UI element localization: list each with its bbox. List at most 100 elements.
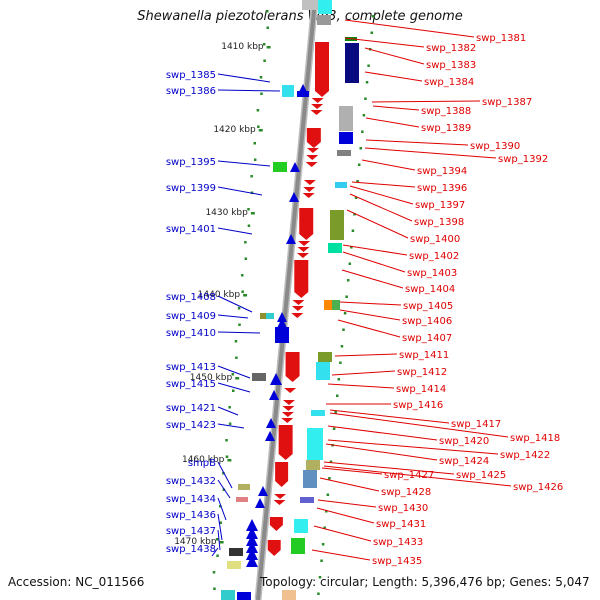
reverse-gene-leader <box>317 499 377 508</box>
reverse-gene-label: swp_1394 <box>417 166 467 177</box>
tick-mark <box>320 559 323 562</box>
forward-gene-chevron <box>265 431 275 441</box>
tick-mark <box>337 378 341 381</box>
forward-gene-leader <box>217 479 231 499</box>
forward-gene-leader <box>217 423 245 429</box>
tick-mark <box>260 92 263 95</box>
tick-mark <box>266 10 269 13</box>
reverse-gene-leader <box>339 309 401 321</box>
reverse-gene-label: swp_1387 <box>482 97 532 108</box>
reverse-gene-chevron <box>296 253 309 258</box>
forward-gene-leader <box>217 186 263 196</box>
reverse-gene-leader <box>319 477 380 492</box>
gene-feature-box <box>227 561 241 569</box>
reverse-gene-label: swp_1403 <box>407 268 457 279</box>
forward-gene-chevron <box>246 555 258 567</box>
reverse-gene-leader <box>313 525 372 542</box>
gene-feature-box <box>229 548 243 556</box>
reverse-gene-label: swp_1425 <box>456 470 506 481</box>
tick-mark <box>257 125 260 128</box>
forward-gene-chevron <box>289 192 299 202</box>
forward-gene-label: swp_1408 <box>166 292 216 303</box>
reverse-gene-chevron <box>311 104 324 109</box>
forward-gene-label: swp_1399 <box>166 183 216 194</box>
reverse-gene-leader <box>365 117 420 128</box>
gene-feature-box <box>291 538 305 554</box>
forward-gene-chevron <box>270 373 282 385</box>
reverse-gene-label: swp_1390 <box>470 141 520 152</box>
reverse-gene-label: swp_1418 <box>510 433 560 444</box>
tick-mark <box>343 312 347 315</box>
tick-mark <box>351 229 355 232</box>
reverse-gene-arrow <box>275 462 289 487</box>
gene-feature-box <box>318 352 332 362</box>
scale-label: 1470 kbp <box>174 537 217 547</box>
reverse-gene-leader <box>329 412 509 438</box>
reverse-gene-chevron <box>274 494 287 499</box>
forward-gene-chevron <box>258 486 268 496</box>
backbone-line <box>256 0 317 600</box>
reverse-gene-chevron <box>284 388 297 393</box>
scale-label: 1420 kbp <box>213 125 256 135</box>
gene-feature-box <box>300 497 314 503</box>
reverse-gene-leader <box>311 549 371 561</box>
forward-gene-leader <box>217 160 271 167</box>
reverse-gene-leader <box>344 19 475 38</box>
forward-gene-chevron <box>246 548 258 560</box>
tick-mark <box>225 439 228 442</box>
tick-mark <box>357 163 361 166</box>
tick-mark <box>234 340 238 343</box>
forward-gene-leader <box>217 295 253 313</box>
tick-mark <box>237 307 241 310</box>
forward-gene-leader <box>217 314 249 319</box>
forward-gene-chevron <box>269 390 279 400</box>
reverse-gene-chevron <box>303 187 316 192</box>
gene-feature-box <box>318 0 332 14</box>
gene-feature-box <box>297 91 309 97</box>
reverse-gene-label: swp_1407 <box>402 333 452 344</box>
forward-gene-chevron <box>266 418 276 428</box>
tick-mark <box>225 455 229 458</box>
tick-mark <box>256 109 260 112</box>
reverse-gene-label: swp_1398 <box>414 217 464 228</box>
reverse-gene-leader <box>364 71 423 82</box>
reverse-gene-leader <box>365 139 469 146</box>
tick-mark <box>238 323 241 326</box>
reverse-gene-arrow <box>315 42 330 97</box>
forward-gene-chevron <box>246 519 258 531</box>
reverse-gene-chevron <box>291 313 304 318</box>
gene-feature-box <box>252 373 266 381</box>
tick-mark <box>359 147 363 150</box>
tick-mark <box>219 521 222 524</box>
reverse-gene-label: swp_1404 <box>405 284 455 295</box>
forward-gene-chevron <box>246 534 258 546</box>
forward-gene-label: swp_1386 <box>166 86 216 97</box>
gene-feature-box <box>282 85 294 97</box>
reverse-gene-chevron <box>297 247 310 252</box>
reverse-gene-chevron <box>282 406 295 411</box>
scale-tick <box>266 46 271 49</box>
tick-mark <box>328 477 331 480</box>
tick-mark <box>362 114 366 117</box>
reverse-gene-leader <box>327 425 438 441</box>
gene-feature-box <box>335 182 347 188</box>
reverse-gene-label: swp_1424 <box>439 456 489 467</box>
gene-feature-box <box>273 162 287 172</box>
reverse-gene-label: swp_1435 <box>372 556 422 567</box>
scale-label: 1430 kbp <box>205 208 248 218</box>
reverse-gene-label: swp_1406 <box>402 316 452 327</box>
reverse-gene-chevron <box>306 148 319 153</box>
reverse-gene-leader <box>323 465 512 487</box>
reverse-gene-leader <box>364 47 425 65</box>
tick-mark <box>321 543 325 546</box>
reverse-gene-label: swp_1405 <box>403 301 453 312</box>
reverse-gene-leader <box>329 409 450 424</box>
forward-gene-label: swp_1434 <box>166 494 216 505</box>
reverse-gene-label: swp_1433 <box>373 537 423 548</box>
tick-mark <box>235 356 238 359</box>
forward-gene-leader <box>217 382 251 393</box>
reverse-gene-arrow <box>285 352 300 382</box>
forward-gene-leader <box>217 365 251 379</box>
forward-gene-label: swp_1413 <box>166 362 216 373</box>
scale-label: 1450 kbp <box>190 373 233 383</box>
